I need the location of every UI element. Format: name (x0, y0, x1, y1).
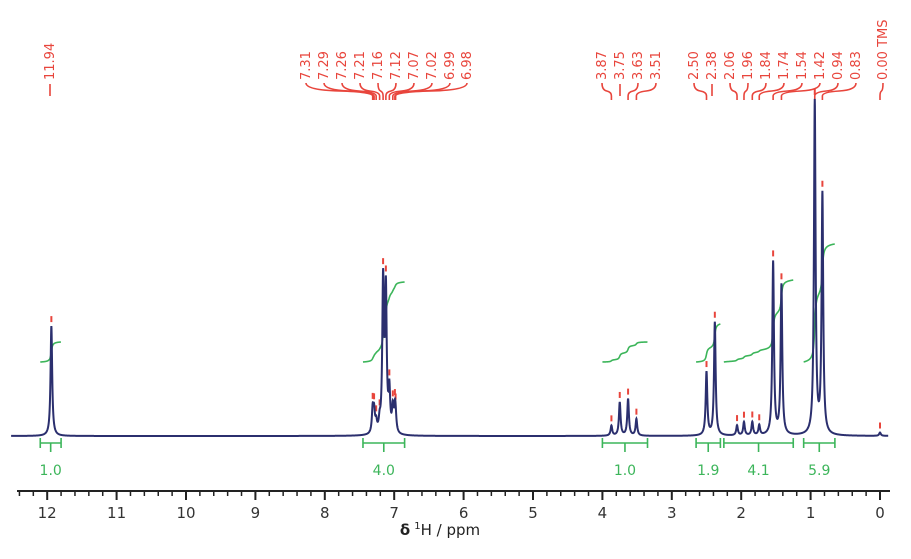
integral-bracket (362, 438, 406, 452)
integral-curve (602, 341, 648, 363)
x-tick-label: 3 (667, 504, 677, 522)
peak-leader-line (323, 82, 375, 100)
peak-label: 1.96 (741, 51, 756, 80)
integral-bracket (601, 438, 649, 452)
peak-label: 11.94 (43, 43, 58, 80)
x-tick-label: 11 (107, 504, 126, 522)
x-tick-label: 9 (251, 504, 261, 522)
peak-label: 0.94 (831, 51, 846, 80)
integral-curve (696, 323, 721, 363)
integral-value: 1.9 (697, 463, 719, 479)
peak-label: 3.63 (631, 51, 646, 80)
peak-leader-line (813, 82, 839, 100)
peak-label: 7.12 (389, 51, 404, 80)
x-tick-label: 2 (736, 504, 746, 522)
peak-label: 2.50 (687, 51, 702, 80)
integral-value: 4.0 (373, 463, 395, 479)
peak-label: 6.98 (460, 51, 475, 80)
peak-label: 2.06 (723, 51, 738, 80)
x-tick-label: 7 (389, 504, 399, 522)
peak-leader-line (388, 82, 415, 100)
integral-value: 5.9 (808, 463, 830, 479)
x-tick-label: 4 (598, 504, 608, 522)
peak-label: 7.29 (317, 51, 332, 80)
peak-leader-line (377, 82, 384, 100)
peak-label: 7.16 (371, 51, 386, 80)
peak-label: 7.31 (299, 51, 314, 80)
peak-label: 1.54 (795, 51, 810, 80)
peak-labels: 11.94 7.31 7.29 7.26 7.21 7.16 7.12 7.07 7.02 6.9… (43, 20, 891, 429)
x-axis: 12 11 10 9 8 7 6 5 4 3 2 1 0 (17, 490, 890, 522)
peak-label: 3.51 (649, 51, 664, 80)
peak-label: 7.26 (335, 51, 350, 80)
peak-leader-line (879, 82, 884, 100)
peak-label: 3.75 (613, 51, 628, 80)
peak-leader-line (359, 82, 381, 100)
integral-bracket (802, 438, 836, 452)
peak-leader-line (821, 82, 857, 100)
integral-bracket (695, 438, 722, 452)
integral-value: 1.0 (40, 463, 62, 479)
peak-leader-line (341, 82, 377, 100)
peak-leader-line (627, 82, 639, 100)
peak-leader-line (758, 82, 785, 100)
integral-curve (803, 243, 835, 363)
peak-label: 1.84 (759, 51, 774, 80)
x-tick-label: 5 (528, 504, 538, 522)
x-axis-label: δ 1H / ppm (400, 521, 480, 539)
peak-label: 7.02 (425, 51, 440, 80)
integral-value: 1.0 (614, 463, 636, 479)
x-tick-label: 1 (806, 504, 816, 522)
x-tick-label: 6 (459, 504, 469, 522)
peak-label: 0.00 TMS (876, 20, 891, 81)
x-tick-label: 10 (176, 504, 195, 522)
peak-label: 7.21 (353, 51, 368, 80)
peak-label: 7.07 (407, 51, 422, 80)
peak-leader-line (743, 82, 749, 100)
x-tick-label: 8 (320, 504, 330, 522)
integral-brackets: 1.0 4.0 1.0 1.9 4.1 5.9 (39, 438, 836, 479)
peak-leader-line (385, 82, 397, 100)
peak-leader-line (751, 82, 767, 100)
peak-label: 1.74 (777, 51, 792, 80)
integral-bracket (723, 438, 795, 452)
integral-value: 4.1 (747, 463, 769, 479)
peak-label: 6.99 (443, 51, 458, 80)
peak-leader-line (693, 82, 708, 100)
peak-leader-line (780, 82, 821, 100)
peak-leader-line (729, 82, 738, 100)
x-tick-label: 0 (875, 504, 885, 522)
spectrum-line (11, 98, 889, 437)
x-tick-label: 12 (38, 504, 57, 522)
peak-label: 2.38 (705, 51, 720, 80)
peak-leader-line (394, 82, 468, 100)
peak-leader-line (635, 82, 657, 100)
peak-label: 0.83 (849, 51, 864, 80)
peak-label: 1.42 (813, 51, 828, 80)
peak-leader-line (601, 82, 613, 100)
peak-label: 3.87 (595, 51, 610, 80)
integral-bracket (39, 438, 62, 452)
peak-leader-line (772, 82, 803, 100)
